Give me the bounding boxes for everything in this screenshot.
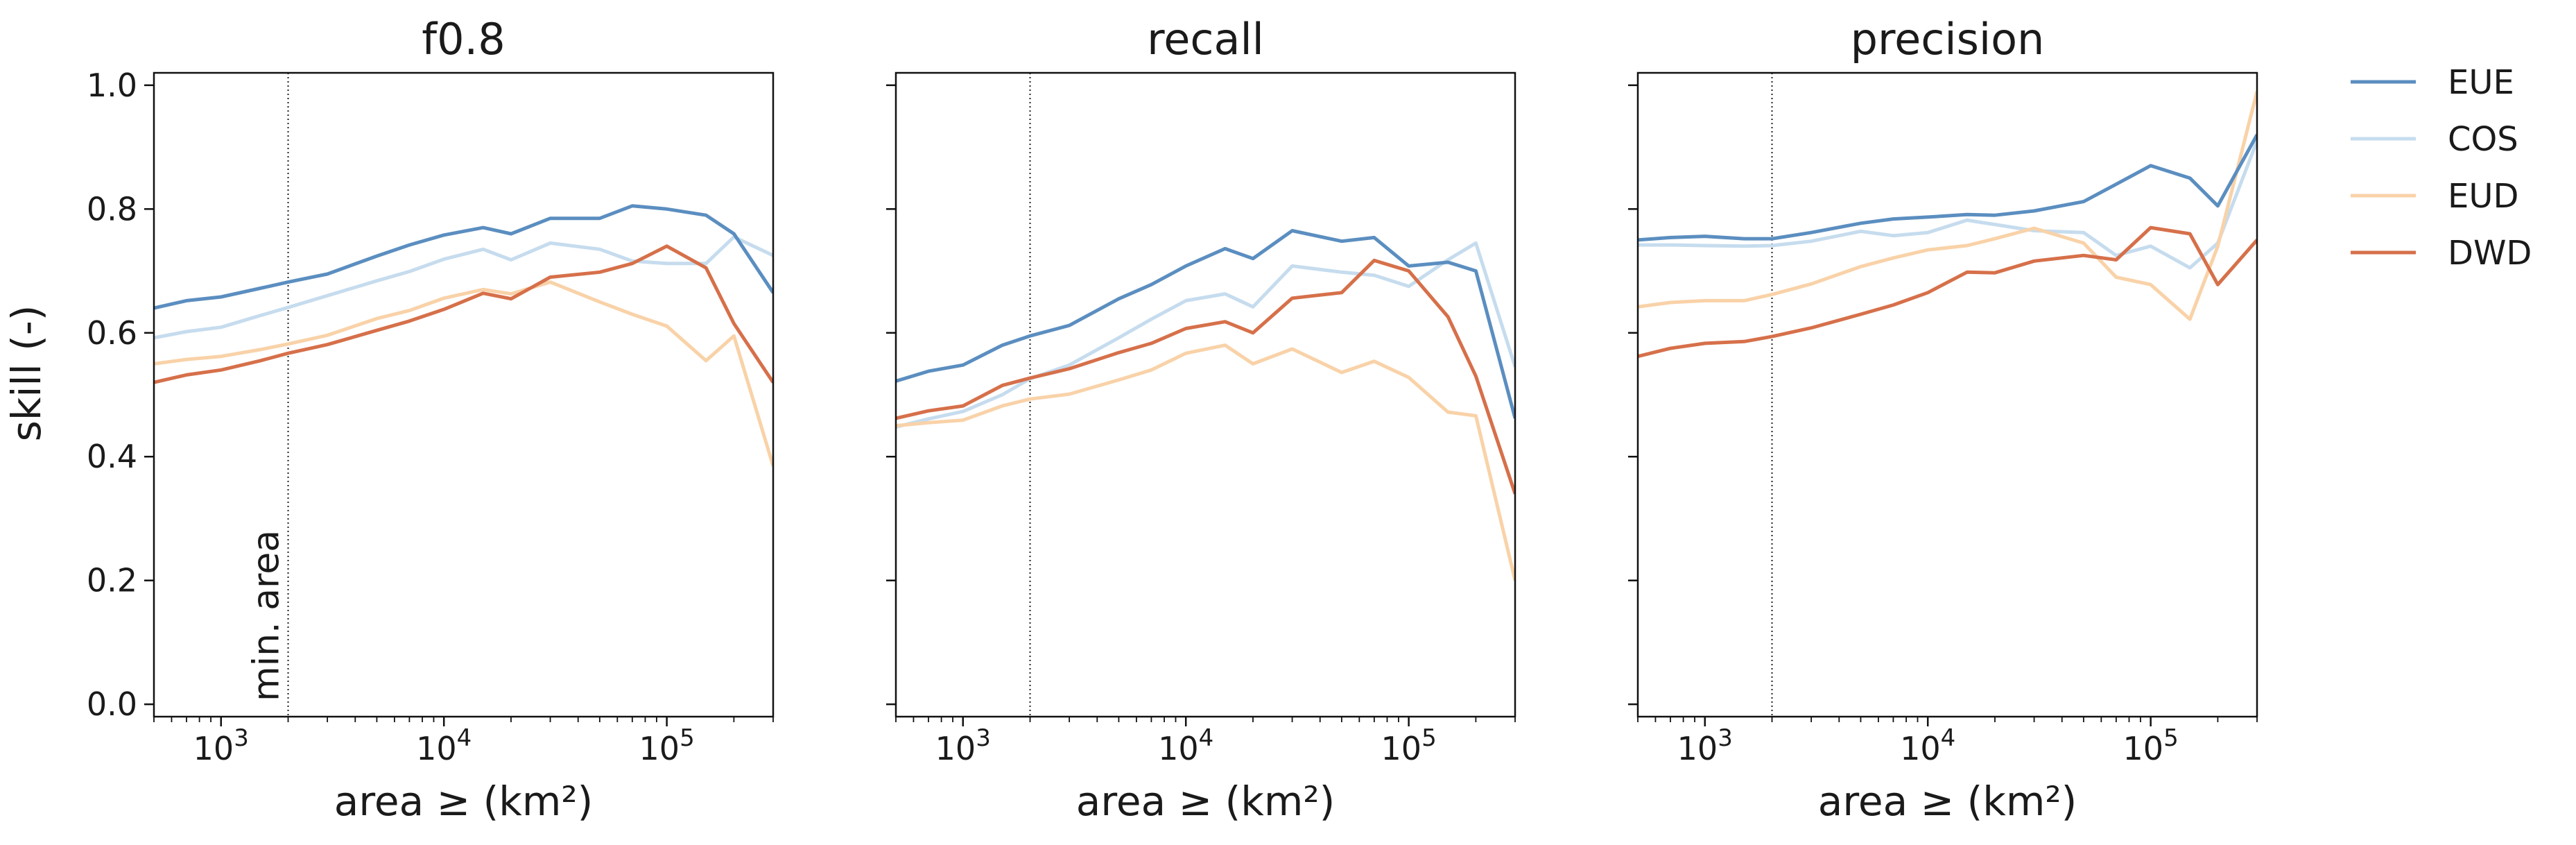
panel-precision: precision 103 104 105 area ≥ (km²) (1628, 14, 2258, 825)
x-axis-label: area ≥ (km²) (1818, 778, 2077, 825)
legend-label-eud: EUD (2448, 177, 2518, 216)
x-axis-label: area ≥ (km²) (1076, 778, 1335, 825)
x-tick-label: 104 (1158, 724, 1213, 767)
y-tick-label: 0.4 (87, 438, 137, 475)
series-line-eue (154, 204, 773, 310)
series-line-eue (896, 229, 1515, 419)
series-line-eud (1638, 91, 2257, 321)
plot-frame (1636, 71, 2258, 718)
panel-recall: recall 103 104 105 area ≥ (km²) (886, 14, 1516, 825)
panel-title: precision (1851, 14, 2045, 65)
series-line-dwd (896, 258, 1515, 495)
x-tick-label: 103 (193, 724, 249, 767)
x-tick-label: 104 (1900, 724, 1955, 767)
panels-group: f0.8 min. area 0.0 0.2 0.4 0.6 0.8 1.0 103 104 105… (87, 14, 2258, 825)
series-line-cos (1638, 140, 2257, 270)
x-tick-label: 104 (416, 724, 472, 767)
y-tick-label: 0.6 (87, 314, 137, 352)
x-axis-label: area ≥ (km²) (334, 778, 593, 825)
series-line-eud (154, 280, 773, 467)
legend-label-cos: COS (2448, 120, 2518, 159)
panel-f08: f0.8 min. area 0.0 0.2 0.4 0.6 0.8 1.0 103 104 105… (87, 14, 775, 825)
panel-title: f0.8 (422, 14, 505, 65)
legend: EUE COS EUD DWD (2351, 63, 2532, 273)
series-line-cos (896, 241, 1515, 429)
min-area-label: min. area (246, 530, 288, 701)
y-tick-label: 0.8 (87, 190, 137, 228)
y-tick-label: 1.0 (87, 67, 137, 104)
series-line-dwd (154, 244, 773, 384)
x-tick-label: 105 (639, 724, 695, 767)
plot-frame (894, 71, 1516, 718)
series-line-cos (154, 235, 773, 340)
y-axis-label: skill (-) (3, 305, 50, 442)
x-tick-label: 105 (1381, 724, 1437, 767)
x-tick-label: 103 (1677, 724, 1733, 767)
x-tick-label: 105 (2123, 724, 2179, 767)
legend-label-dwd: DWD (2448, 234, 2532, 273)
series-line-eue (1638, 133, 2257, 242)
y-tick-label: 0.2 (87, 562, 137, 599)
plot-frame (153, 71, 775, 718)
y-tick-label: 0.0 (87, 685, 137, 723)
panel-title: recall (1147, 14, 1264, 65)
x-tick-label: 103 (935, 724, 991, 767)
series-line-dwd (1638, 225, 2257, 359)
series-line-eud (896, 343, 1515, 581)
legend-label-eue: EUE (2448, 63, 2514, 102)
